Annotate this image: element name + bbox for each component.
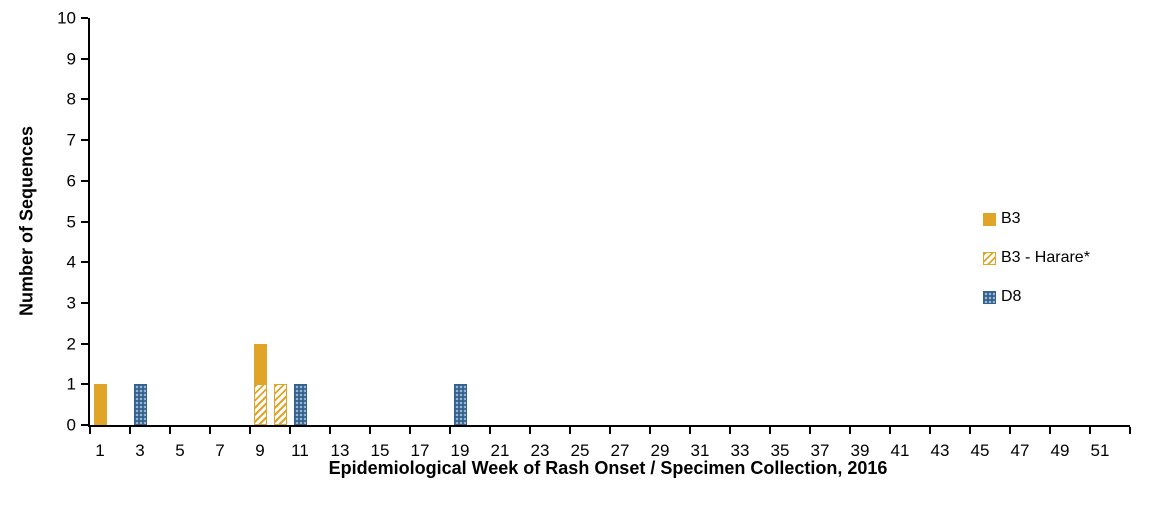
y-axis-tick [81,179,88,182]
y-tick-label: 10 [57,8,76,28]
bar-segment-d8 [133,384,147,425]
y-axis-tick [81,261,88,264]
x-tick-label: 45 [970,441,990,460]
y-axis-tick [81,342,88,345]
bar-segment-b3 [93,384,107,425]
x-axis-tick [89,427,91,434]
x-axis-tick [929,427,931,434]
y-tick-label: 3 [66,293,76,313]
y-axis-tick [81,424,88,426]
y-tick-label: 0 [66,415,76,435]
x-axis-tick [449,427,451,434]
x-axis-tick [489,427,491,434]
legend-swatch-hatch [983,251,996,265]
bar-segment-b3-harare- [273,384,287,425]
y-tick-label: 4 [66,252,76,272]
y-tick-label: 5 [66,212,76,231]
x-tick-label: 25 [570,441,590,460]
y-tick-label: 7 [66,130,76,150]
x-axis-tick [249,427,251,434]
x-axis-tick [1089,427,1091,434]
x-axis-tick [169,427,171,434]
x-tick-label: 15 [370,441,390,460]
x-axis-tick [529,427,531,434]
y-axis-tick [81,98,88,101]
x-tick-label: 23 [530,441,550,460]
x-tick-label: 33 [730,441,750,460]
x-tick-label: 1 [95,441,105,460]
legend-label: D8 [1001,288,1022,305]
legend-swatch-dots [983,290,996,304]
x-tick-label: 47 [1010,441,1030,460]
y-axis-tick [81,220,88,223]
x-tick-label: 51 [1090,441,1110,460]
x-tick-label: 31 [690,441,710,460]
x-axis-tick [1049,427,1051,434]
legend-item: B3 [983,211,1090,227]
x-tick-label: 7 [215,441,225,460]
x-tick-label: 17 [410,441,430,460]
x-axis-tick [569,427,571,434]
x-axis-tick [969,427,971,434]
y-tick-label: 1 [66,374,76,394]
y-tick-label: 9 [66,49,76,69]
y-tick-label: 2 [66,334,76,354]
x-tick-label: 37 [810,441,830,460]
bar-segment-d8 [453,384,467,425]
y-axis-tick [81,57,88,60]
x-tick-label: 41 [890,441,910,460]
legend-swatch-solid [983,212,996,226]
y-axis-tick [81,139,88,142]
y-axis-tick [81,383,88,386]
y-axis-tick [81,301,88,304]
legend-label: B3 [1001,210,1021,227]
x-axis-tick [1009,427,1011,434]
x-axis-tick [809,427,811,434]
legend: B3 B3 - Harare* D8 [983,211,1090,305]
legend-label: B3 - Harare* [1001,249,1090,266]
x-tick-label: 43 [930,441,950,460]
x-axis-tick [329,427,331,434]
x-axis-tick [289,427,291,434]
x-tick-label: 27 [610,441,630,460]
x-axis-tick [689,427,691,434]
y-axis-tick [81,17,88,19]
y-axis-title: Number of Sequences [16,125,37,317]
x-tick-label: 21 [490,441,510,460]
x-axis-tick [649,427,651,434]
legend-item: D8 [983,289,1090,305]
y-tick-label: 6 [66,171,76,191]
x-axis-tick [849,427,851,434]
legend-item: B3 - Harare* [983,250,1090,266]
x-tick-label: 39 [850,441,870,460]
x-tick-label: 9 [255,441,265,460]
x-axis-title: Epidemiological Week of Rash Onset / Spe… [328,458,888,478]
x-axis-tick [889,427,891,434]
x-tick-label: 5 [175,441,185,460]
x-tick-label: 13 [330,441,350,460]
x-axis-tick [129,427,131,434]
x-tick-label: 19 [450,441,470,460]
x-axis-tick [1129,427,1131,434]
x-axis-tick [729,427,731,434]
x-tick-label: 29 [650,441,670,460]
x-axis-tick [409,427,411,434]
x-tick-label: 35 [770,441,790,460]
plot-area: 0 1 2 3 4 5 6 7 8 9 10 1 3 5 7 9 11 13 15 17 19 21 23 25 27 29 31 3… [57,10,1131,459]
x-axis-tick [369,427,371,434]
x-axis-tick [769,427,771,434]
x-tick-label: 11 [291,441,309,460]
x-axis-tick [209,427,211,434]
x-axis-tick [609,427,611,434]
y-tick-label: 8 [66,89,76,109]
x-tick-label: 3 [135,441,145,460]
bar-segment-d8 [293,384,307,425]
bar-segment-b3 [253,343,267,385]
x-tick-label: 49 [1050,441,1070,460]
bar-segment-b3-harare- [253,384,267,425]
